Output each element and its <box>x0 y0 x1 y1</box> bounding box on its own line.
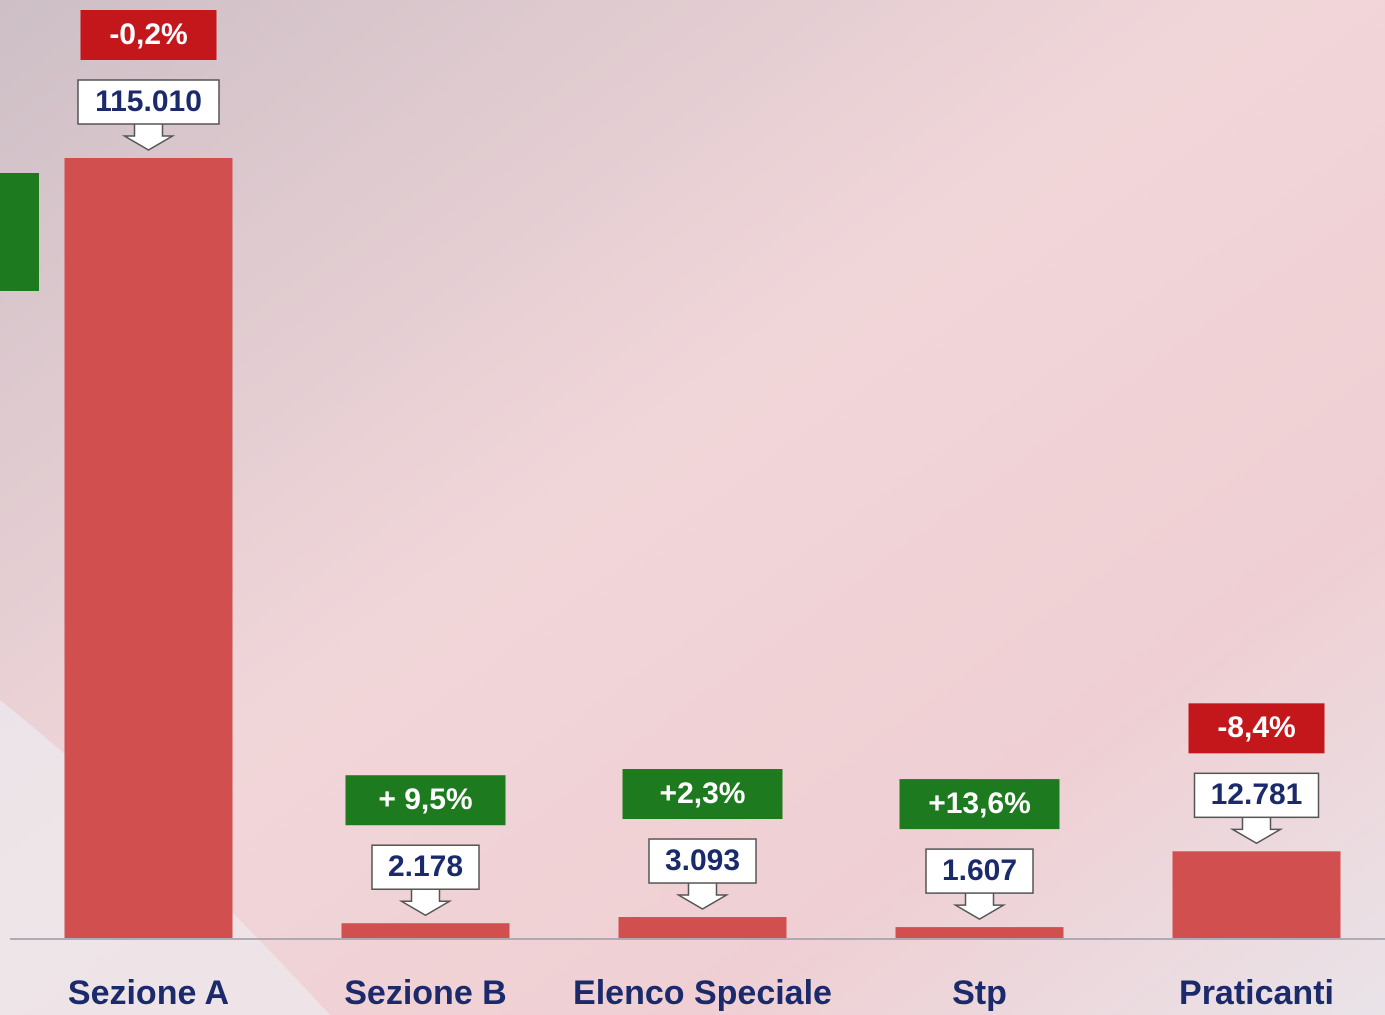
bar <box>618 917 787 938</box>
value-label: 12.781 <box>1211 778 1303 811</box>
bar <box>895 927 1064 938</box>
callout-arrow <box>121 124 176 151</box>
change-label: -0,2% <box>109 18 187 51</box>
value-label: 2.178 <box>388 850 463 883</box>
change-label: -8,4% <box>1217 711 1295 744</box>
change-box <box>345 775 506 826</box>
x-tick-label: Stp <box>952 974 1007 1012</box>
change-label: +13,6% <box>928 787 1031 820</box>
value-label-box <box>371 844 480 890</box>
side-box <box>0 173 39 291</box>
change-box <box>1188 703 1325 754</box>
value-label: 115.010 <box>95 85 202 118</box>
bar <box>1172 851 1341 938</box>
change-box <box>80 10 217 60</box>
value-label-box <box>925 848 1034 894</box>
value-label-box <box>648 838 757 884</box>
change-label: + 9,5% <box>378 783 472 816</box>
callout-arrow <box>952 893 1007 920</box>
x-tick-label: Praticanti <box>1179 974 1334 1012</box>
value-label-box <box>77 79 220 125</box>
change-box <box>899 779 1060 830</box>
bar <box>64 158 233 938</box>
callout-arrow <box>398 889 453 917</box>
value-label-box <box>1193 772 1320 819</box>
callout-arrow <box>1229 817 1284 845</box>
x-tick-label: Elenco Speciale <box>573 974 832 1012</box>
x-tick-label: Sezione A <box>68 974 229 1012</box>
change-box <box>622 769 783 820</box>
change-label: +2,3% <box>660 777 746 810</box>
value-label: 1.607 <box>942 854 1017 887</box>
bar <box>341 923 510 938</box>
value-label: 3.093 <box>665 844 740 877</box>
callout-arrow <box>675 883 730 910</box>
x-tick-label: Sezione B <box>344 974 506 1012</box>
